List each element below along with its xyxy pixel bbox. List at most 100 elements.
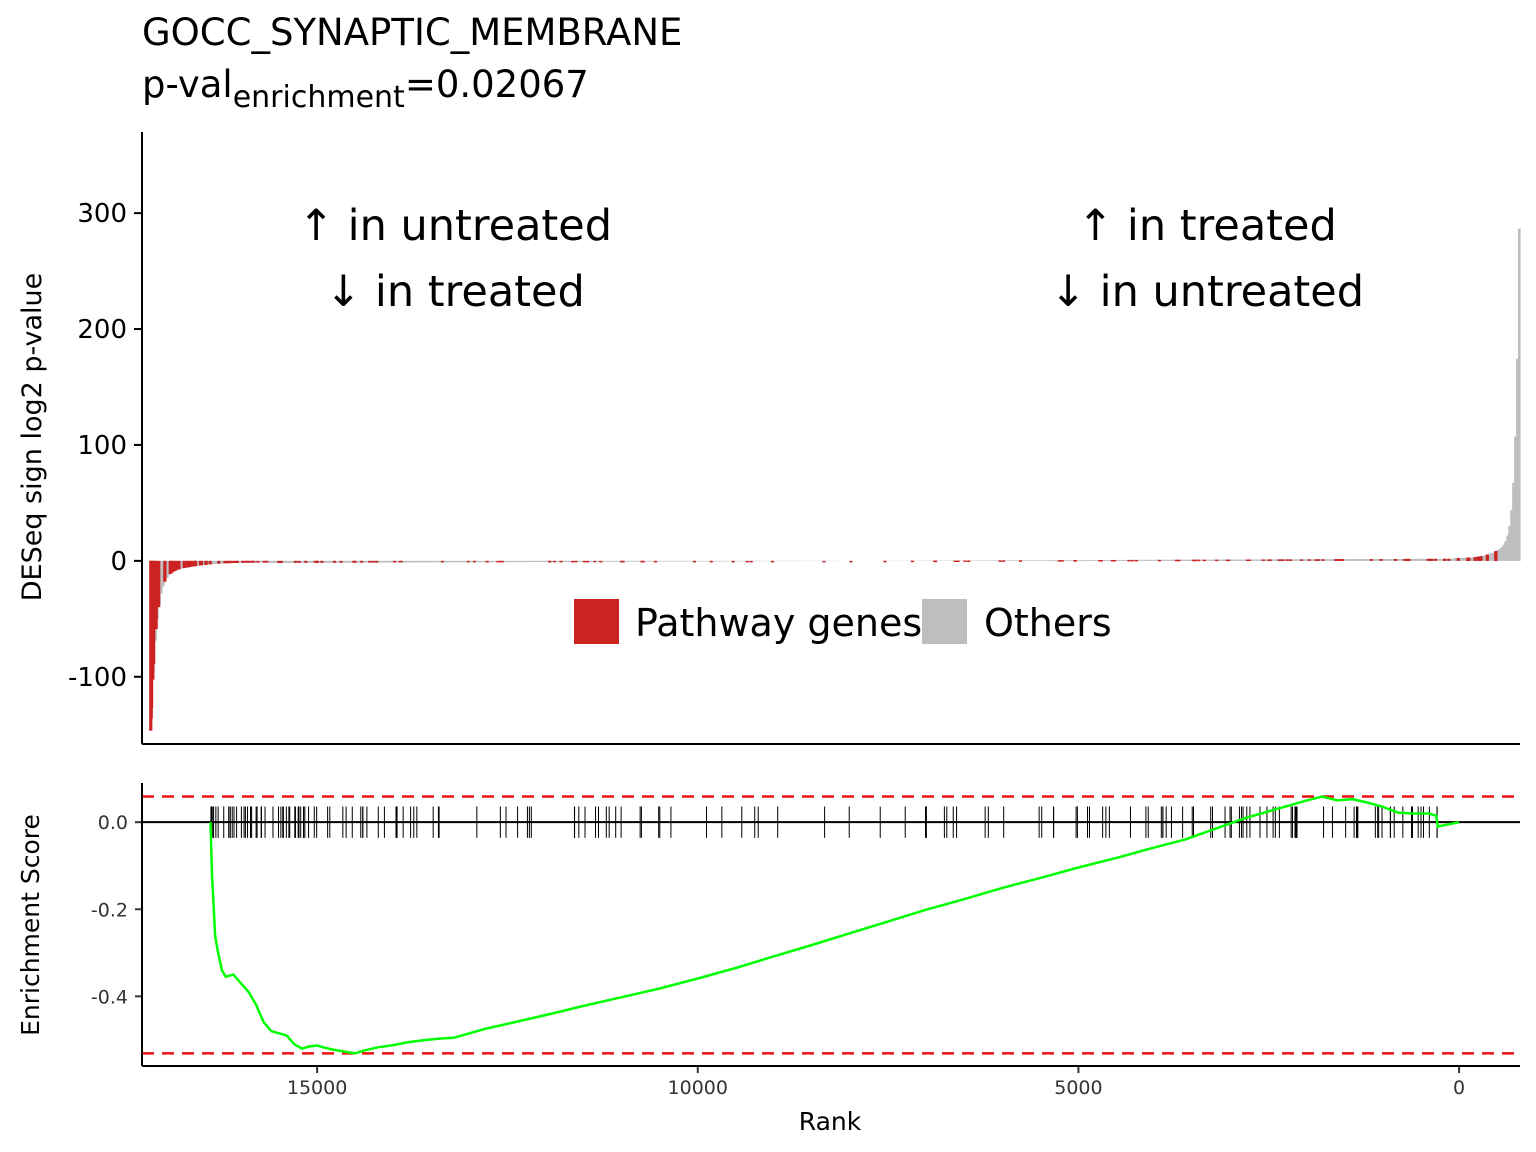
- enrichment-plot-content: [142, 795, 1520, 1055]
- bottom-x-tick-label: 5000: [1054, 1077, 1102, 1099]
- bar-pathway: [692, 560, 697, 563]
- bar-others: [1504, 541, 1507, 561]
- bar-others: [1150, 559, 1153, 561]
- bar-others: [291, 560, 294, 563]
- bar-others: [1353, 559, 1357, 561]
- bar-pathway: [265, 560, 269, 563]
- bar-others: [383, 560, 386, 563]
- bar-pathway: [1247, 559, 1252, 561]
- bar-others: [1075, 560, 1079, 561]
- bar-others: [445, 560, 449, 563]
- bar-others: [682, 560, 686, 562]
- bar-others: [1206, 559, 1210, 561]
- enrichment-score-curve: [209, 795, 1460, 1055]
- bar-others: [565, 560, 568, 562]
- bar-others: [1502, 544, 1505, 561]
- bar-others: [1257, 559, 1261, 561]
- bar-pathway: [371, 560, 375, 563]
- bar-others: [437, 560, 441, 563]
- bar-others: [1326, 559, 1329, 561]
- bar-pathway: [547, 560, 552, 563]
- bar-others: [661, 560, 664, 562]
- bar-others: [1023, 560, 1026, 561]
- bar-others: [635, 560, 639, 562]
- bar-others: [1328, 559, 1331, 561]
- bar-others: [1165, 559, 1169, 561]
- bar-others: [510, 560, 513, 563]
- annotation-left-line-2: ↓ in treated: [325, 267, 585, 317]
- bar-pathway: [262, 560, 266, 563]
- legend: Pathway genes Others: [574, 599, 1112, 645]
- bar-others: [1498, 548, 1502, 561]
- bar-pathway: [582, 560, 587, 563]
- bar-others: [179, 560, 183, 569]
- bar-pathway: [849, 560, 853, 563]
- bar-others: [1052, 560, 1055, 561]
- bar-pathway: [250, 560, 254, 563]
- bar-others: [420, 560, 423, 563]
- bar-others: [1512, 482, 1515, 561]
- bar-others: [1424, 558, 1427, 561]
- bar-others: [1347, 559, 1351, 561]
- bar-pathway: [293, 560, 298, 563]
- bar-others: [508, 560, 511, 563]
- bar-others: [1181, 559, 1185, 561]
- bar-others: [1357, 559, 1361, 561]
- bar-others: [275, 560, 279, 563]
- bar-others: [1124, 559, 1128, 561]
- bar-others: [1079, 560, 1083, 561]
- bar-others: [688, 560, 691, 562]
- bar-others: [306, 560, 310, 563]
- subtitle-main: p-val: [142, 63, 233, 106]
- bar-pathway: [1277, 559, 1281, 561]
- bar-others: [1026, 560, 1030, 561]
- bar-pathway: [1110, 559, 1115, 562]
- bar-others: [381, 560, 384, 563]
- bar-pathway: [1473, 557, 1477, 561]
- chart-subtitle: p-valenrichment=0.02067: [142, 63, 589, 115]
- legend-label-others: Others: [984, 601, 1112, 645]
- bar-others: [1185, 559, 1188, 561]
- bar-others: [269, 560, 273, 563]
- bar-others: [1081, 560, 1085, 561]
- bar-pathway: [1202, 559, 1207, 562]
- bar-others: [657, 560, 660, 562]
- bar-others: [1296, 559, 1300, 561]
- bar-others: [1066, 560, 1069, 561]
- bar-others: [633, 560, 637, 562]
- bar-pathway: [1245, 559, 1250, 562]
- top-y-tick-label: 0: [110, 547, 127, 577]
- bar-others: [1146, 559, 1149, 561]
- bar-others: [1253, 559, 1257, 561]
- bar-others: [259, 560, 263, 563]
- bar-others: [434, 560, 437, 563]
- bar-others: [385, 560, 388, 563]
- bar-pathway: [189, 560, 193, 567]
- bar-others: [1040, 560, 1044, 561]
- bar-others: [604, 560, 607, 562]
- bar-others: [396, 560, 400, 563]
- bar-pathway: [1433, 558, 1438, 561]
- bar-others: [1291, 559, 1294, 561]
- bar-others: [1021, 560, 1024, 561]
- bar-others: [666, 560, 670, 562]
- bar-others: [1351, 559, 1355, 561]
- bar-pathway: [1406, 558, 1410, 561]
- bar-pathway: [1316, 559, 1321, 561]
- bar-pathway: [241, 560, 245, 563]
- bar-others: [436, 560, 439, 563]
- bar-others: [1449, 558, 1453, 561]
- bar-pathway: [1197, 559, 1201, 562]
- bar-pathway: [174, 560, 178, 571]
- bar-others: [1445, 558, 1449, 561]
- bar-others: [625, 560, 629, 562]
- bar-others: [1199, 559, 1202, 561]
- bar-others: [447, 560, 451, 563]
- bar-others: [1163, 559, 1167, 561]
- bar-others: [1373, 559, 1376, 561]
- bar-others: [1220, 559, 1224, 561]
- bar-others: [576, 560, 580, 562]
- bar-others: [1038, 560, 1042, 561]
- bar-others: [1312, 559, 1316, 561]
- bar-pathway: [168, 560, 172, 574]
